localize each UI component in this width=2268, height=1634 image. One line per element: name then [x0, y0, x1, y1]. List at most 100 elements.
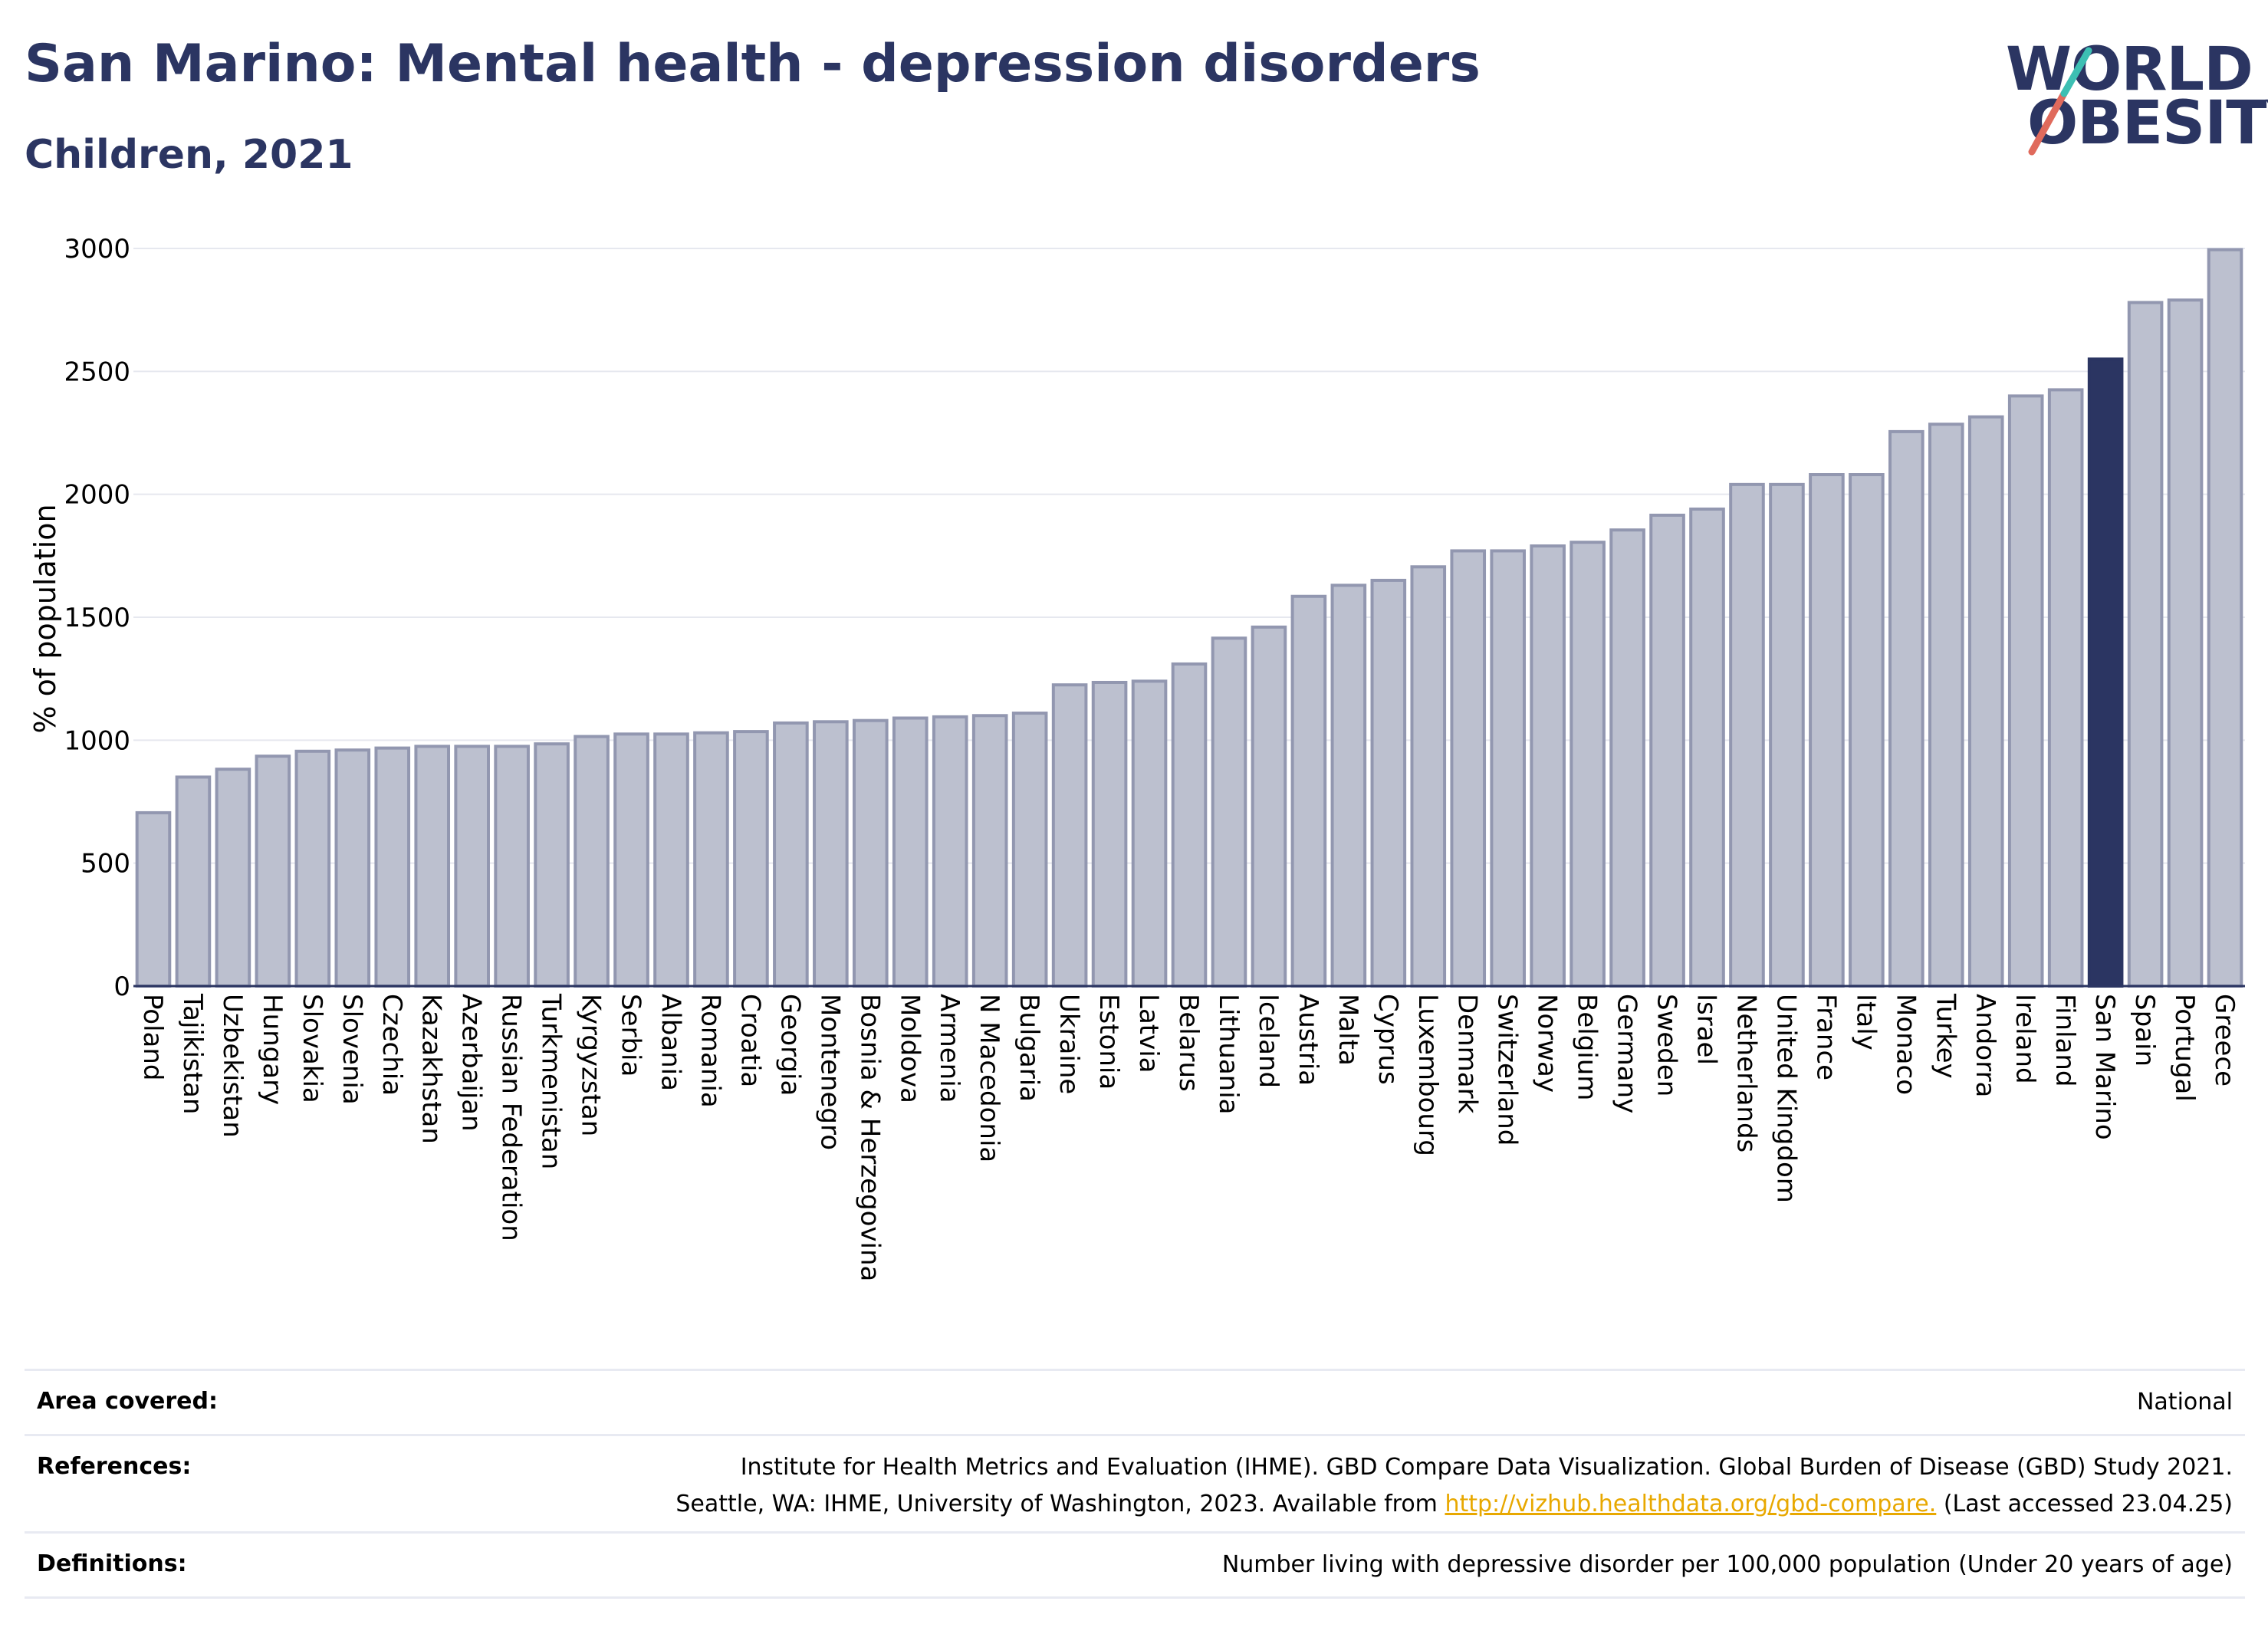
bar-switzerland[interactable] [1490, 549, 1527, 988]
x-tick-label: Netherlands [1731, 994, 1761, 1152]
x-tick-label: Hungary [257, 994, 288, 1105]
x-tick-label: Cyprus [1372, 994, 1403, 1085]
bar-bosnia-herzegovina[interactable] [852, 718, 889, 988]
bar-united-kingdom[interactable] [1769, 482, 1805, 988]
y-tick-label: 500 [81, 849, 130, 879]
bar-portugal[interactable] [2167, 298, 2204, 988]
x-tick-label: Turkey [1930, 993, 1961, 1079]
bar-malta[interactable] [1330, 584, 1367, 988]
bar-germany[interactable] [1609, 528, 1645, 988]
x-tick-label: Denmark [1452, 994, 1483, 1114]
bar-san-marino[interactable] [2087, 357, 2124, 988]
x-tick-label: Portugal [2169, 994, 2200, 1102]
bar-czechia[interactable] [374, 746, 411, 988]
bar-moldova[interactable] [892, 716, 929, 988]
bar-norway[interactable] [1530, 544, 1566, 988]
bar-estonia[interactable] [1091, 680, 1128, 988]
bar-slovenia[interactable] [334, 748, 371, 988]
bar-andorra[interactable] [1967, 415, 2004, 988]
references-line-2-text: Seattle, WA: IHME, University of Washing… [675, 1491, 1445, 1517]
x-tick-label: Israel [1691, 994, 1722, 1065]
references-link[interactable]: http://vizhub.healthdata.org/gbd-compare… [1445, 1491, 1937, 1517]
bar-luxembourg[interactable] [1410, 565, 1447, 988]
x-tick-label: Malta [1333, 994, 1363, 1066]
x-tick-label: Romania [695, 994, 725, 1108]
bar-austria[interactable] [1290, 594, 1327, 988]
bar-finland[interactable] [2047, 388, 2084, 988]
bar-croatia[interactable] [733, 730, 769, 988]
y-tick-label: 1000 [64, 725, 130, 756]
bar-montenegro[interactable] [813, 720, 849, 988]
bar-slovakia[interactable] [294, 749, 331, 988]
y-tick-label: 0 [113, 972, 130, 1002]
bar-romania[interactable] [693, 731, 729, 988]
bar-kazakhstan[interactable] [414, 745, 451, 988]
bar-france[interactable] [1809, 473, 1845, 988]
bar-belgium[interactable] [1570, 541, 1606, 988]
x-tick-label: Monaco [1890, 994, 1921, 1095]
bar-monaco[interactable] [1888, 429, 1925, 988]
bar-uzbekistan[interactable] [215, 768, 251, 988]
bar-turkmenistan[interactable] [534, 742, 570, 988]
x-tick-label: Ukraine [1053, 994, 1084, 1094]
bar-hungary[interactable] [255, 755, 291, 988]
x-tick-label: Czechia [376, 994, 407, 1096]
logo-slash-icon [2028, 47, 2092, 156]
bar-iceland[interactable] [1251, 625, 1287, 988]
references-label: References: [37, 1453, 192, 1480]
x-tick-label: Bulgaria [1014, 994, 1044, 1102]
bar-latvia[interactable] [1131, 679, 1168, 988]
bar-georgia[interactable] [773, 721, 809, 988]
x-tick-label: N Macedonia [974, 994, 1004, 1162]
bar-ireland[interactable] [2007, 394, 2044, 988]
x-tick-label: Norway [1532, 994, 1563, 1093]
x-tick-label: Tajikistan [177, 993, 208, 1114]
bar-kyrgyzstan[interactable] [574, 735, 610, 988]
definitions-value: Number living with depressive disorder p… [1221, 1551, 2233, 1578]
bar-belarus[interactable] [1171, 662, 1208, 988]
x-tick-label: United Kingdom [1770, 994, 1801, 1203]
x-tick-label: Kazakhstan [416, 994, 447, 1144]
x-tick-label: Italy [1850, 994, 1881, 1050]
y-tick-label: 1500 [64, 603, 130, 633]
bar-italy[interactable] [1849, 473, 1885, 988]
bar-lithuania[interactable] [1211, 636, 1247, 988]
bar-poland[interactable] [135, 810, 172, 988]
bar-denmark[interactable] [1450, 549, 1487, 988]
area-covered-value: National [2136, 1389, 2233, 1415]
x-tick-label: Albania [655, 994, 685, 1091]
bar-azerbaijan[interactable] [454, 745, 490, 988]
x-tick-label: Uzbekistan [217, 994, 248, 1138]
references-accessed: (Last accessed 23.04.25) [1936, 1491, 2233, 1517]
bar-tajikistan[interactable] [175, 775, 212, 988]
x-tick-label: Montenegro [814, 994, 845, 1150]
x-tick-label: France [1810, 994, 1841, 1080]
bar-armenia[interactable] [932, 715, 968, 988]
bar-russian-federation[interactable] [494, 745, 530, 988]
page-title: San Marino: Mental health - depression d… [25, 34, 1481, 94]
x-tick-label: Sweden [1652, 994, 1682, 1096]
x-tick-label: Andorra [1970, 994, 2000, 1097]
y-tick-label: 2000 [64, 480, 130, 511]
bar-sweden[interactable] [1649, 513, 1685, 988]
bar-netherlands[interactable] [1729, 482, 1765, 988]
x-tick-label: Spain [2129, 994, 2160, 1067]
y-axis-label: % of population [28, 504, 62, 733]
bar-greece[interactable] [2207, 248, 2243, 988]
bar-cyprus[interactable] [1370, 578, 1407, 988]
bar-turkey[interactable] [1928, 422, 1964, 988]
area-covered-label: Area covered: [37, 1388, 218, 1415]
bar-spain[interactable] [2127, 301, 2164, 988]
bar-albania[interactable] [653, 732, 689, 988]
bar-bulgaria[interactable] [1011, 712, 1048, 988]
bar-n-macedonia[interactable] [971, 714, 1008, 988]
bar-serbia[interactable] [613, 732, 649, 988]
x-tick-label: Moldova [894, 994, 925, 1103]
definitions-row: Definitions: Number living with depressi… [25, 1531, 2245, 1599]
logo-line-1: WORLD [2006, 35, 2253, 104]
bar-israel[interactable] [1689, 507, 1725, 988]
x-tick-label: Germany [1612, 994, 1642, 1113]
bar-ukraine[interactable] [1051, 683, 1088, 988]
references-value: Institute for Health Metrics and Evaluat… [675, 1449, 2233, 1523]
x-tick-label: Russian Federation [496, 994, 527, 1241]
